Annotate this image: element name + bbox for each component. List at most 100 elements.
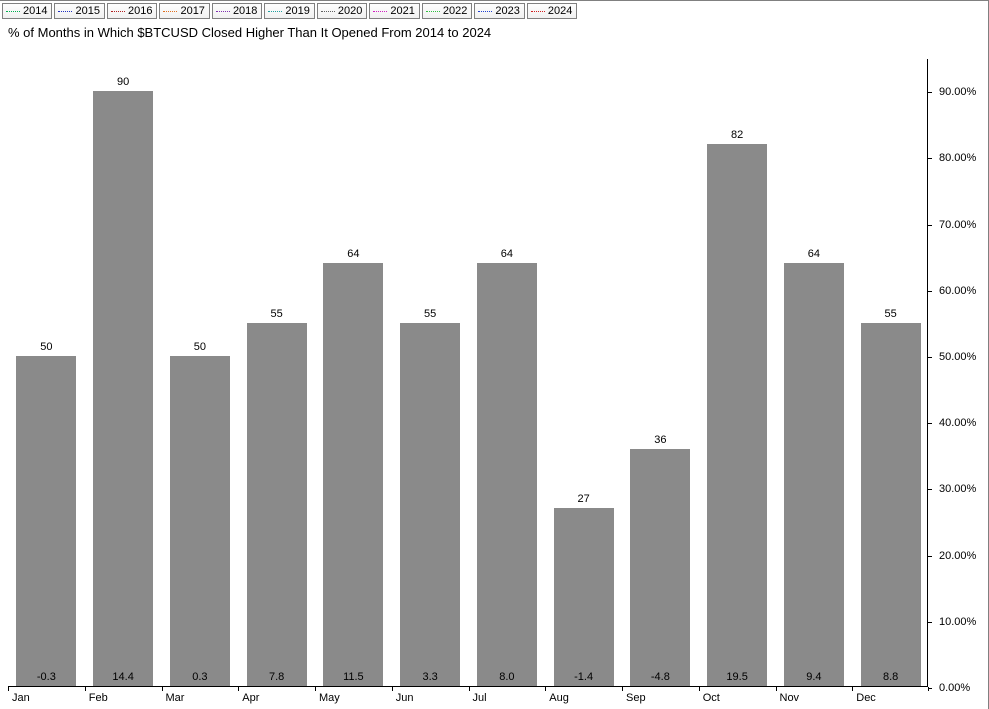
legend-label: 2023 — [495, 5, 519, 17]
bar-nov — [784, 263, 844, 686]
y-tick — [928, 92, 932, 93]
x-tick — [8, 687, 9, 691]
y-tick-label: 70.00% — [939, 219, 976, 231]
bar-mar — [170, 356, 230, 686]
legend-swatch-icon — [111, 7, 125, 15]
bar-oct — [707, 144, 767, 686]
x-tick — [315, 687, 316, 691]
legend-label: 2022 — [443, 5, 467, 17]
bar-secondary-label: 0.3 — [192, 671, 207, 683]
x-tick — [85, 687, 86, 691]
bar-secondary-label: -0.3 — [37, 671, 56, 683]
x-category-label: Mar — [166, 692, 185, 704]
x-category-label: Nov — [780, 692, 800, 704]
legend-item-2019[interactable]: 2019 — [264, 3, 314, 19]
x-category-label: Jun — [396, 692, 414, 704]
x-tick — [392, 687, 393, 691]
legend-swatch-icon — [6, 7, 20, 15]
bar-dec — [861, 323, 921, 686]
y-tick-label: 80.00% — [939, 152, 976, 164]
x-tick — [545, 687, 546, 691]
bar-value-label: 55 — [885, 308, 897, 320]
legend-swatch-icon — [163, 7, 177, 15]
legend-item-2020[interactable]: 2020 — [317, 3, 367, 19]
x-tick — [238, 687, 239, 691]
y-tick — [928, 158, 932, 159]
bar-secondary-label: -4.8 — [651, 671, 670, 683]
bar-secondary-label: 8.0 — [499, 671, 514, 683]
bar-secondary-label: 11.5 — [343, 671, 364, 683]
bar-value-label: 64 — [347, 248, 359, 260]
bar-jun — [400, 323, 460, 686]
y-tick-label: 20.00% — [939, 550, 976, 562]
bar-secondary-label: 9.4 — [806, 671, 821, 683]
legend-label: 2014 — [23, 5, 47, 17]
legend-swatch-icon — [268, 7, 282, 15]
x-tick — [469, 687, 470, 691]
y-tick — [928, 622, 932, 623]
bar-jan — [16, 356, 76, 686]
y-tick-label: 40.00% — [939, 417, 976, 429]
bar-secondary-label: 19.5 — [726, 671, 747, 683]
bar-secondary-label: 14.4 — [112, 671, 133, 683]
bar-value-label: 64 — [808, 248, 820, 260]
legend-item-2016[interactable]: 2016 — [107, 3, 157, 19]
legend-item-2015[interactable]: 2015 — [54, 3, 104, 19]
x-category-label: Aug — [549, 692, 569, 704]
x-category-label: Dec — [856, 692, 876, 704]
legend-row: 2014 2015 2016 2017 2018 2019 2020 2021 2022 2023… — [0, 1, 988, 21]
legend-label: 2018 — [233, 5, 257, 17]
x-category-label: Oct — [703, 692, 720, 704]
x-category-label: Sep — [626, 692, 646, 704]
y-tick-label: 10.00% — [939, 616, 976, 628]
legend-label: 2021 — [390, 5, 414, 17]
y-tick — [928, 357, 932, 358]
bar-secondary-label: -1.4 — [574, 671, 593, 683]
x-tick — [622, 687, 623, 691]
x-category-label: Apr — [242, 692, 259, 704]
legend-label: 2015 — [75, 5, 99, 17]
legend-item-2024[interactable]: 2024 — [527, 3, 577, 19]
y-tick — [928, 556, 932, 557]
bar-secondary-label: 3.3 — [422, 671, 437, 683]
legend-item-2017[interactable]: 2017 — [159, 3, 209, 19]
y-tick-label: 0.00% — [939, 682, 970, 694]
y-tick — [928, 225, 932, 226]
chart-plot-area: 0.00%10.00%20.00%30.00%40.00%50.00%60.00… — [8, 59, 928, 687]
y-tick-label: 60.00% — [939, 285, 976, 297]
y-tick — [928, 489, 932, 490]
bar-value-label: 64 — [501, 248, 513, 260]
bar-jul — [477, 263, 537, 686]
y-tick — [928, 423, 932, 424]
bar-value-label: 36 — [654, 434, 666, 446]
x-tick — [162, 687, 163, 691]
legend-item-2018[interactable]: 2018 — [212, 3, 262, 19]
legend-item-2022[interactable]: 2022 — [422, 3, 472, 19]
legend-swatch-icon — [58, 7, 72, 15]
legend-swatch-icon — [478, 7, 492, 15]
x-category-label: Jul — [473, 692, 487, 704]
x-tick — [852, 687, 853, 691]
bar-sep — [630, 449, 690, 686]
bar-apr — [247, 323, 307, 686]
legend-item-2014[interactable]: 2014 — [2, 3, 52, 19]
legend-item-2023[interactable]: 2023 — [474, 3, 524, 19]
x-category-label: Feb — [89, 692, 108, 704]
legend-item-2021[interactable]: 2021 — [369, 3, 419, 19]
x-tick — [776, 687, 777, 691]
legend-label: 2020 — [338, 5, 362, 17]
bar-feb — [93, 91, 153, 686]
bar-value-label: 55 — [271, 308, 283, 320]
legend-swatch-icon — [373, 7, 387, 15]
x-category-label: Jan — [12, 692, 30, 704]
legend-label: 2019 — [285, 5, 309, 17]
x-tick — [699, 687, 700, 691]
y-tick — [928, 291, 932, 292]
legend-swatch-icon — [321, 7, 335, 15]
y-tick-label: 30.00% — [939, 483, 976, 495]
legend-label: 2016 — [128, 5, 152, 17]
bar-value-label: 82 — [731, 129, 743, 141]
bar-value-label: 27 — [578, 493, 590, 505]
x-tick — [928, 687, 929, 691]
bar-value-label: 50 — [40, 341, 52, 353]
